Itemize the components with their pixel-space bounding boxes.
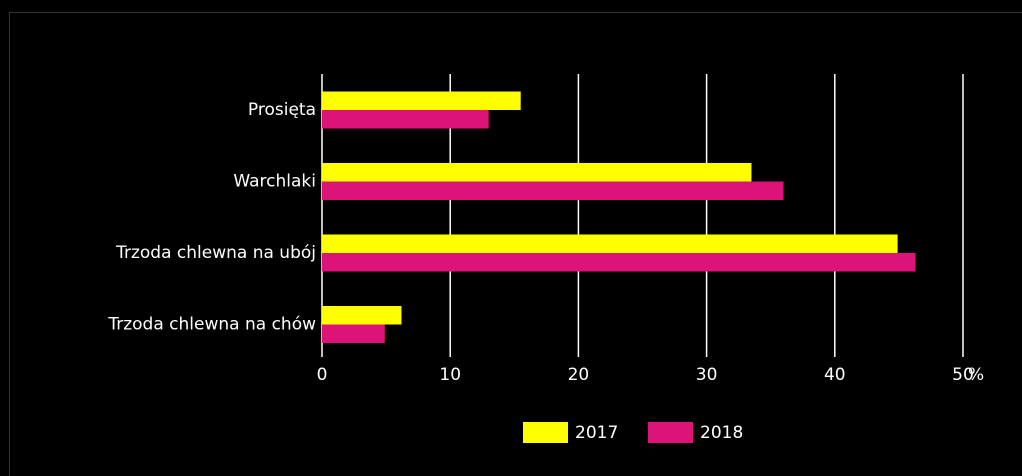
x-tick-label: 20: [568, 365, 590, 385]
bar: [322, 110, 489, 129]
y-tick-label: Trzoda chlewna na ubój: [115, 243, 316, 263]
x-tick-label: 50: [952, 365, 974, 385]
legend-label: 2017: [575, 423, 618, 443]
panel-border: [9, 12, 1022, 476]
bar: [322, 234, 898, 253]
y-tick-label: Trzoda chlewna na chów: [107, 315, 316, 335]
legend-swatch: [648, 422, 693, 443]
y-tick-label: Prosięta: [248, 100, 316, 120]
x-tick-label: 0: [317, 365, 328, 385]
bar: [322, 324, 385, 343]
y-tick-label: Warchlaki: [233, 172, 316, 192]
bar: [322, 306, 402, 325]
x-tick-label: 40: [824, 365, 846, 385]
x-tick-label: 30: [696, 365, 718, 385]
legend-label: 2018: [700, 423, 743, 443]
bar: [322, 91, 521, 110]
x-unit: %: [968, 365, 984, 385]
legend-swatch: [523, 422, 568, 443]
x-tick-label: 10: [439, 365, 461, 385]
bar: [322, 163, 752, 182]
bar: [322, 181, 784, 200]
bar: [322, 253, 916, 272]
